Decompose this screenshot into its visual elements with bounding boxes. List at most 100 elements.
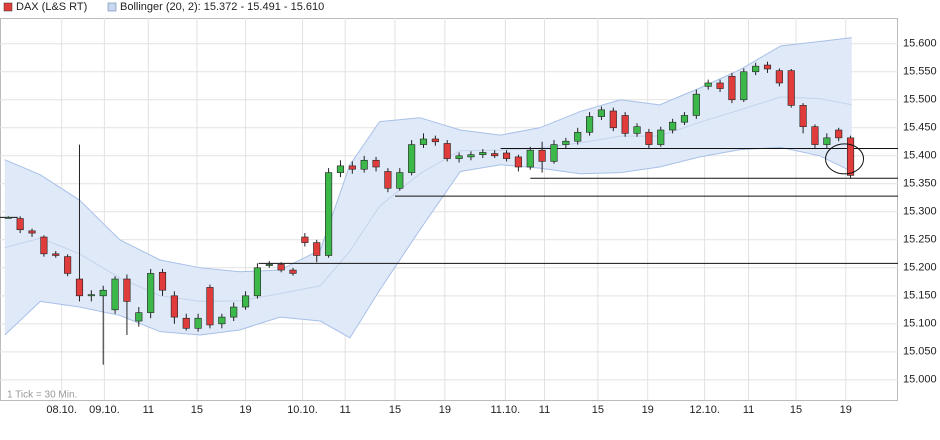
candle-body xyxy=(669,121,677,131)
candle-body xyxy=(194,317,202,329)
candle-body xyxy=(491,153,499,157)
candle-body xyxy=(75,278,84,297)
candle-body xyxy=(740,71,748,101)
candle-body xyxy=(787,70,795,106)
y-tick-label: 15.100 xyxy=(903,318,937,330)
x-tick-label: 15 xyxy=(790,404,802,416)
x-tick-label: 15 xyxy=(191,404,203,416)
x-tick-label: 15 xyxy=(592,404,604,416)
highlight-ellipse xyxy=(825,143,865,175)
candle-body xyxy=(16,218,24,231)
candle-body xyxy=(657,129,665,145)
candle-body xyxy=(135,312,143,322)
candle-body xyxy=(680,115,689,123)
candle-body xyxy=(147,273,155,313)
tick-note: 1 Tick = 30 Min. xyxy=(7,390,77,401)
candle-body xyxy=(419,138,428,145)
candle-body xyxy=(467,154,475,158)
candle-body xyxy=(218,316,226,325)
candle-body xyxy=(313,242,321,256)
candle-body xyxy=(384,171,392,189)
candle-body xyxy=(846,137,855,176)
candle-body xyxy=(206,287,214,326)
y-tick-label: 15.000 xyxy=(903,374,937,386)
y-tick-label: 15.350 xyxy=(903,178,937,190)
candle-body xyxy=(514,156,522,168)
candle-body xyxy=(574,131,582,142)
candle-body xyxy=(645,131,653,145)
candle-body xyxy=(716,82,724,89)
y-tick-label: 15.150 xyxy=(903,290,937,302)
x-tick-label: 19 xyxy=(642,404,654,416)
candle-body xyxy=(502,152,511,159)
x-tick-label: 11 xyxy=(743,404,754,416)
candle-body xyxy=(408,144,416,173)
candle-body xyxy=(52,253,60,256)
candle-body xyxy=(538,149,546,162)
candle-body xyxy=(799,105,807,127)
x-tick-label: 15 xyxy=(389,404,401,416)
candle-body xyxy=(28,230,36,234)
y-tick-label: 15.200 xyxy=(903,262,937,274)
candle-body xyxy=(111,278,119,311)
x-tick-label: 19 xyxy=(439,404,451,416)
candle-body xyxy=(704,82,712,87)
candle-body xyxy=(692,93,700,116)
bollinger-upper xyxy=(4,37,852,273)
candle-body xyxy=(372,159,380,168)
candle-body xyxy=(455,155,463,159)
candle-body xyxy=(763,64,772,70)
candle-body xyxy=(348,165,356,170)
candle-body xyxy=(752,65,760,73)
candle-body xyxy=(811,126,819,145)
y-tick-label: 15.050 xyxy=(903,346,937,358)
candle-body xyxy=(64,256,72,274)
candle-body xyxy=(253,267,261,297)
candle-body xyxy=(835,129,843,139)
candle-body xyxy=(336,165,345,173)
x-tick-label: 10.10. xyxy=(287,404,318,416)
x-tick-label: 08.10. xyxy=(46,404,77,416)
x-tick-label: 11 xyxy=(339,404,350,416)
candle-body xyxy=(277,264,285,271)
x-tick-label: 11.10. xyxy=(490,404,520,416)
bollinger-middle xyxy=(4,96,852,302)
candle-body xyxy=(431,138,439,143)
y-tick-label: 15.550 xyxy=(903,66,937,78)
y-tick-label: 15.400 xyxy=(903,150,937,162)
x-tick-label: 12.10. xyxy=(689,404,720,416)
candle-body xyxy=(443,143,451,159)
y-tick-label: 15.250 xyxy=(903,234,937,246)
candle-body xyxy=(550,144,558,162)
candle-body xyxy=(182,317,190,329)
candle-body xyxy=(597,109,605,117)
legend-label: Bollinger (20, 2): 15.372 - 15.491 - 15.… xyxy=(120,1,324,13)
candle-body xyxy=(823,137,831,145)
x-tick-label: 11 xyxy=(539,404,550,416)
y-tick-label: 15.600 xyxy=(903,38,937,50)
legend-swatch xyxy=(107,2,117,12)
candle-body xyxy=(621,115,629,134)
x-tick-label: 09.10. xyxy=(89,404,120,416)
candle-body xyxy=(325,172,333,256)
candle-body xyxy=(289,269,297,274)
legend-label: DAX (L&S RT) xyxy=(16,1,87,13)
candle-body xyxy=(87,294,95,297)
x-tick-label: 11 xyxy=(143,404,154,416)
candle-body xyxy=(586,116,594,133)
candle-body xyxy=(99,289,107,297)
y-tick-label: 15.500 xyxy=(903,94,937,106)
x-tick-label: 19 xyxy=(239,404,251,416)
candle-body xyxy=(360,159,368,170)
band-fill xyxy=(4,37,852,338)
bollinger-lower xyxy=(4,146,852,339)
candle-body xyxy=(241,295,250,308)
candle-body xyxy=(123,278,131,302)
candle-body xyxy=(775,70,783,84)
candle-body xyxy=(728,75,736,101)
y-tick-label: 15.450 xyxy=(903,122,937,134)
candle-body xyxy=(40,236,48,255)
legend-swatch xyxy=(3,2,13,12)
candle-body xyxy=(170,295,178,318)
